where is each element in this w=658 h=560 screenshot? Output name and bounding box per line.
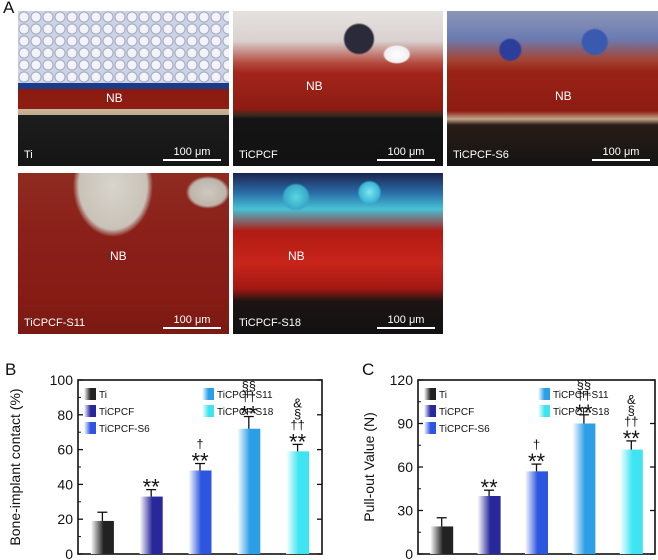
significance-mark: †† <box>577 388 591 403</box>
nb-label: NB <box>106 91 123 105</box>
legend-swatch <box>424 388 436 400</box>
scale-bar: 100 μm <box>163 314 221 329</box>
scale-bar-label: 100 μm <box>173 146 211 158</box>
scale-bar: 100 μm <box>163 146 221 161</box>
y-tick-label: 100 <box>50 372 74 388</box>
significance-mark: §§ <box>577 377 591 392</box>
scale-bar-label: 100 μm <box>387 314 425 326</box>
legend-swatch <box>202 388 214 400</box>
legend-label: TiCPCF-S18 <box>217 407 274 418</box>
micrograph-ti: NB Ti 100 μm <box>18 11 229 166</box>
scale-bar-label: 100 μm <box>387 146 425 158</box>
significance-mark: †† <box>290 417 304 432</box>
bar-ticpcf-s11 <box>572 423 596 554</box>
bar-ti <box>430 526 454 554</box>
micrograph-ticpcf-s11: NB TiCPCF-S11 100 μm <box>18 173 229 334</box>
legend-label: TiCPCF <box>99 407 134 418</box>
bar-ticpcf <box>139 496 163 554</box>
legend-swatch <box>424 422 436 434</box>
bone-implant-contact-chart: 0 20 40 60 80 100 Bone-implant contact (%) ** **… <box>7 372 323 560</box>
legend-label: TiCPCF-S6 <box>439 424 490 435</box>
bar-ticpcf-s18 <box>619 449 643 554</box>
nb-label: NB <box>555 89 572 103</box>
significance-mark: § <box>294 406 301 421</box>
y-axis-label: Pull-out Value (N) <box>361 412 377 521</box>
legend-label: Ti <box>99 390 107 401</box>
legend-label: TiCPCF-S11 <box>217 390 273 401</box>
significance-mark: ** <box>528 449 546 474</box>
y-tick-label: 40 <box>57 476 73 492</box>
micrograph-name: TiCPCF-S6 <box>453 149 509 161</box>
legend-swatch <box>202 405 214 417</box>
legend-label: TiCPCF-S6 <box>99 424 150 435</box>
significance-mark: ** <box>575 400 593 425</box>
y-tick-label: 60 <box>397 459 413 475</box>
scale-bar-label: 100 μm <box>602 146 640 158</box>
significance-mark: † <box>533 437 540 452</box>
micrograph-ticpcf-s6: NB TiCPCF-S6 100 μm <box>447 11 658 166</box>
scale-bar: 100 μm <box>377 314 435 329</box>
significance-mark: † <box>196 437 203 452</box>
nb-label: NB <box>288 249 305 263</box>
bar-ticpcf-s6 <box>525 471 548 554</box>
significance-mark: ** <box>191 449 209 474</box>
micrograph-name: Ti <box>24 149 33 161</box>
legend-swatch <box>84 422 96 434</box>
legend-swatch <box>538 405 550 417</box>
micrograph-name: TiCPCF-S11 <box>24 317 86 329</box>
bar-ticpcf-s11 <box>237 428 261 554</box>
scale-bar-label: 100 μm <box>173 314 211 326</box>
scale-bar: 100 μm <box>592 146 650 161</box>
significance-mark: †† <box>624 414 638 429</box>
significance-mark: ** <box>623 426 641 451</box>
bar-ticpcf <box>477 496 501 554</box>
significance-mark: & <box>627 392 636 407</box>
legend-swatch <box>84 405 96 417</box>
significance-mark: ** <box>143 475 161 500</box>
significance-mark: †† <box>242 390 256 405</box>
legend-swatch <box>84 388 96 400</box>
legend-label: TiCPCF-S18 <box>553 407 610 418</box>
panel-label-c: C <box>362 360 375 379</box>
significance-mark: § <box>628 403 635 418</box>
bar-ti <box>90 520 114 554</box>
legend-swatch <box>424 405 436 417</box>
scale-bar: 100 μm <box>377 146 435 161</box>
significance-mark: §§ <box>242 379 256 394</box>
bar-ticpcf-s6 <box>188 470 212 554</box>
y-tick-label: 80 <box>57 407 73 423</box>
micrograph-ticpcf-s18: NB TiCPCF-S18 100 μm <box>233 173 443 334</box>
y-tick-label: 0 <box>405 546 413 560</box>
nb-label: NB <box>110 249 127 263</box>
y-tick-label: 60 <box>57 442 73 458</box>
y-tick-label: 90 <box>397 416 413 432</box>
y-tick-label: 30 <box>397 503 413 519</box>
micrograph-name: TiCPCF <box>239 149 278 161</box>
legend-swatch <box>538 388 550 400</box>
legend-label: Ti <box>439 390 447 401</box>
legend-label: TiCPCF <box>439 407 474 418</box>
y-axis-label: Bone-implant contact (%) <box>7 388 23 545</box>
panel-label-a: A <box>3 0 15 17</box>
significance-mark: ** <box>240 402 258 427</box>
significance-mark: ** <box>289 429 307 454</box>
significance-mark: ** <box>481 475 499 500</box>
y-tick-label: 0 <box>65 546 73 560</box>
bar-ticpcf-s18 <box>286 451 310 554</box>
legend-label: TiCPCF-S11 <box>553 390 609 401</box>
nb-label: NB <box>306 79 323 93</box>
significance-mark: & <box>293 395 302 410</box>
y-tick-label: 120 <box>390 372 414 388</box>
panel-label-b: B <box>5 360 17 379</box>
y-tick-label: 20 <box>57 511 73 527</box>
micrograph-name: TiCPCF-S18 <box>239 317 301 329</box>
micrograph-ticpcf: NB TiCPCF 100 μm <box>233 11 443 166</box>
